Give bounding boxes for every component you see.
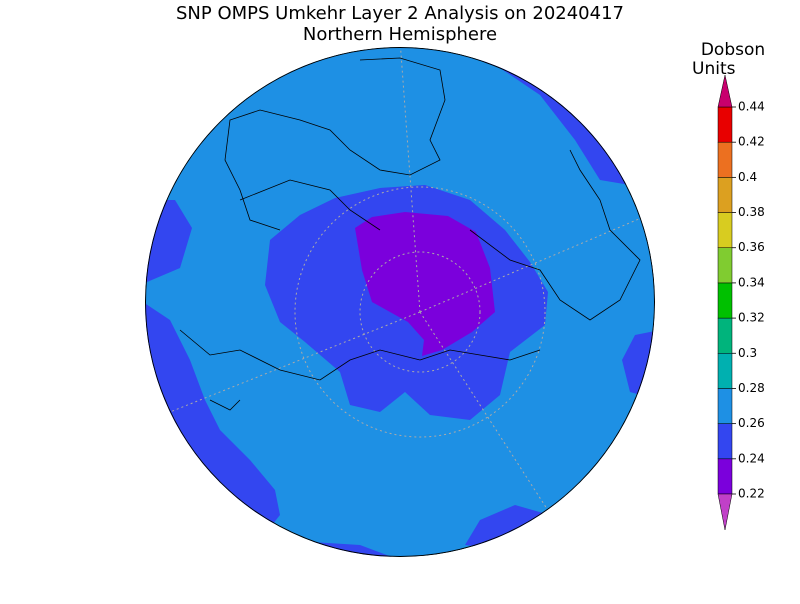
colorbar-segment	[717, 141, 733, 178]
colorbar-segment	[717, 423, 733, 460]
colorbar-tick-label: 0.44	[738, 100, 765, 114]
colorbar-segment	[717, 388, 733, 424]
colorbar-segment	[717, 458, 733, 495]
colorbar-segment	[717, 317, 733, 354]
colorbar-segment	[717, 177, 733, 213]
colorbar-segment	[717, 247, 733, 284]
colorbar-tick-label: 0.42	[738, 135, 765, 149]
colorbar-segment	[717, 353, 733, 389]
contour-region	[355, 212, 495, 356]
coastlines	[179, 57, 641, 411]
colorbar-tick-label: 0.26	[738, 416, 765, 430]
colorbar-tick-label: 0.34	[738, 275, 765, 289]
colorbar: Dobson Units 0.22 0.24 0.26 0.28 0.3 0.32 0.34…	[692, 40, 765, 531]
colorbar-tick-label: 0.38	[738, 205, 765, 219]
colorbar-segment	[717, 282, 733, 319]
colorbar-segment	[717, 106, 733, 143]
subtitle: Northern Hemisphere	[303, 24, 497, 45]
colorbar-tick-label: 0.22	[738, 487, 765, 501]
colorbar-tick-label: 0.24	[738, 451, 765, 465]
colorbar-tick-label: 0.28	[738, 381, 765, 395]
colorbar-title: Dobson	[701, 40, 765, 60]
colorbar-tick-label: 0.32	[738, 311, 765, 325]
colorbar-over-arrow	[717, 74, 733, 108]
colorbar-tick-label: 0.3	[738, 346, 757, 360]
title: SNP OMPS Umkehr Layer 2 Analysis on 2024…	[176, 3, 624, 24]
colorbar-tick-label: 0.4	[738, 170, 757, 184]
colorbar-title: Units	[692, 59, 736, 79]
colorbar-segment	[717, 212, 733, 248]
colorbar-tick-label: 0.36	[738, 240, 765, 254]
map-border	[145, 47, 655, 557]
colorbar-under-arrow	[717, 493, 733, 531]
